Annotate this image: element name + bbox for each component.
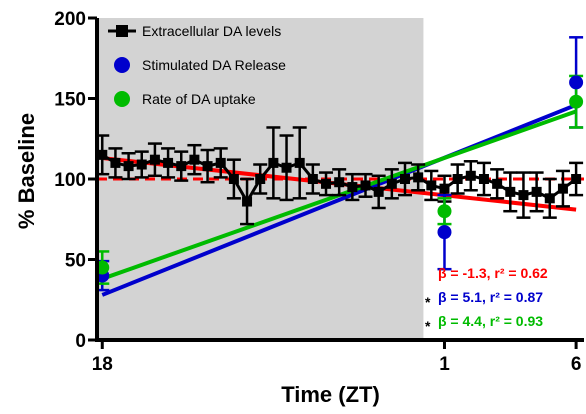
data-point [110, 157, 121, 168]
x-tick-label: 6 [571, 354, 582, 375]
series-0-markers [97, 149, 582, 207]
legend-marker [114, 57, 130, 73]
data-point [360, 180, 371, 191]
legend-marker [116, 25, 128, 37]
data-point [557, 183, 568, 194]
data-point [437, 204, 452, 219]
data-point [176, 161, 187, 172]
y-tick-label: 200 [54, 9, 86, 30]
data-point [505, 186, 516, 197]
data-point [294, 157, 305, 168]
data-point [373, 186, 384, 197]
data-point [569, 75, 584, 90]
x-tick-label: 18 [92, 354, 113, 375]
data-point [268, 157, 279, 168]
data-point [321, 178, 332, 189]
legend-label: Stimulated DA Release [142, 57, 286, 73]
data-point [399, 174, 410, 184]
significance-asterisk: * [425, 318, 431, 334]
data-point [439, 183, 450, 194]
stats-annotations: β = -1.3, r² = 0.62 * β = 5.1, r² = 0.87 * β… [425, 265, 548, 334]
data-point [149, 154, 160, 165]
regression-line [101, 103, 577, 297]
legend: Extracellular DA levels Stimulated DA Rel… [108, 23, 286, 107]
legend-label: Extracellular DA levels [142, 23, 281, 39]
data-point [189, 154, 200, 165]
data-point [478, 174, 489, 184]
data-point [569, 94, 584, 109]
data-point [215, 157, 226, 168]
data-point [531, 186, 542, 197]
data-point [571, 174, 582, 184]
data-point [465, 170, 476, 181]
data-point [97, 149, 108, 160]
y-tick-label: 50 [65, 251, 86, 272]
data-point [163, 157, 174, 168]
x-tick-label: 1 [439, 354, 450, 375]
data-point [452, 174, 463, 184]
series-2-markers [95, 94, 584, 275]
legend-marker [114, 91, 130, 107]
data-point [281, 162, 292, 173]
data-point [437, 225, 452, 240]
x-axis-title: Time (ZT) [281, 382, 380, 407]
significance-asterisk: * [425, 294, 431, 310]
data-point [334, 177, 345, 188]
y-tick-label: 150 [54, 90, 86, 111]
y-tick-label: 100 [54, 170, 86, 191]
data-point [228, 174, 239, 184]
data-point [123, 161, 134, 172]
regression-stat: β = -1.3, r² = 0.62 [438, 265, 548, 281]
data-point [242, 196, 253, 207]
data-point [492, 178, 503, 189]
data-point [307, 174, 318, 184]
regression-stat: β = 5.1, r² = 0.87 [438, 289, 543, 305]
regression-stat: β = 4.4, r² = 0.93 [438, 313, 543, 329]
y-axis-title: % Baseline [14, 113, 39, 229]
data-point [255, 174, 266, 184]
data-point [544, 193, 555, 204]
data-point [347, 182, 358, 193]
data-point [202, 161, 213, 172]
data-point [386, 178, 397, 189]
legend-label: Rate of DA uptake [142, 91, 256, 107]
data-point [518, 190, 529, 201]
data-point [426, 180, 437, 191]
data-point [136, 159, 147, 170]
y-tick-label: 0 [75, 331, 86, 352]
data-point [413, 172, 424, 183]
